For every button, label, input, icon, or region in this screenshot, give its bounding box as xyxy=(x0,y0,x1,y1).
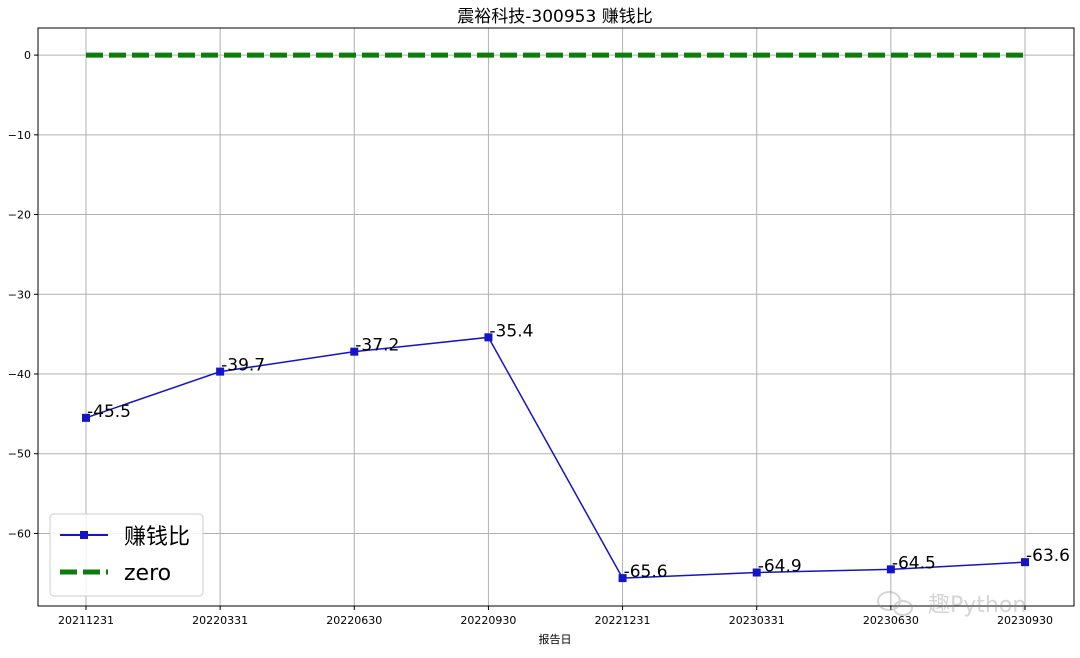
x-tick-label: 20230930 xyxy=(997,614,1053,627)
x-tick-label: 20220930 xyxy=(460,614,516,627)
legend: 赚钱比 zero xyxy=(49,513,204,597)
data-label: -64.9 xyxy=(758,557,802,577)
watermark: 趣Python xyxy=(877,591,1026,618)
y-tick-label: −50 xyxy=(8,448,31,461)
grid xyxy=(38,28,1074,606)
data-point-marker xyxy=(1021,558,1029,567)
watermark-text: 趣Python xyxy=(928,593,1026,618)
y-tick-label: −60 xyxy=(8,527,31,540)
data-point-marker xyxy=(350,347,359,356)
data-label: -65.6 xyxy=(624,562,668,582)
series-line-earn-ratio xyxy=(85,336,1026,579)
x-tick-label: 20230630 xyxy=(863,614,919,627)
legend-marker-earn-ratio xyxy=(80,531,88,539)
data-point-marker xyxy=(82,413,90,422)
x-tick-label: 20230331 xyxy=(729,614,785,627)
data-point-marker xyxy=(216,367,225,376)
x-tick-label: 20221231 xyxy=(595,614,651,627)
data-label: -63.6 xyxy=(1026,546,1070,566)
data-label: -45.5 xyxy=(87,402,131,422)
legend-label-zero: zero xyxy=(124,561,171,586)
data-point-marker xyxy=(484,333,493,342)
data-label: -64.5 xyxy=(892,553,936,573)
data-label: -39.7 xyxy=(221,356,265,376)
data-label: -35.4 xyxy=(489,321,533,341)
y-tick-label: −10 xyxy=(8,129,31,142)
data-point-marker xyxy=(886,565,895,574)
chart-title: 震裕科技-300953 赚钱比 xyxy=(457,7,652,27)
x-tick-label: 20220630 xyxy=(326,614,382,627)
data-point-marker xyxy=(618,574,627,583)
y-tick-label: 0 xyxy=(24,49,31,62)
y-axis: 0 −10 −20 −30 −40 −50 −60 xyxy=(8,49,38,540)
data-label: -37.2 xyxy=(355,336,399,356)
data-point-marker xyxy=(752,568,761,577)
x-tick-label: 20211231 xyxy=(58,614,114,627)
y-tick-label: −20 xyxy=(8,209,31,222)
data-labels: -45.5 -39.7 -37.2 -35.4 -65.6 -64.9 -64.5 -63.6 xyxy=(87,321,1070,582)
plot-frame xyxy=(37,27,1075,607)
series-layer xyxy=(82,52,1029,583)
x-tick-label: 20220331 xyxy=(192,614,248,627)
legend-label-earn-ratio: 赚钱比 xyxy=(124,525,190,550)
wechat-icon xyxy=(877,591,913,616)
y-tick-label: −40 xyxy=(8,368,31,381)
x-axis: 20211231 20220331 20220630 20220930 20221231… xyxy=(58,606,1053,627)
x-axis-label: 报告日 xyxy=(539,632,572,646)
y-tick-label: −30 xyxy=(8,288,31,301)
